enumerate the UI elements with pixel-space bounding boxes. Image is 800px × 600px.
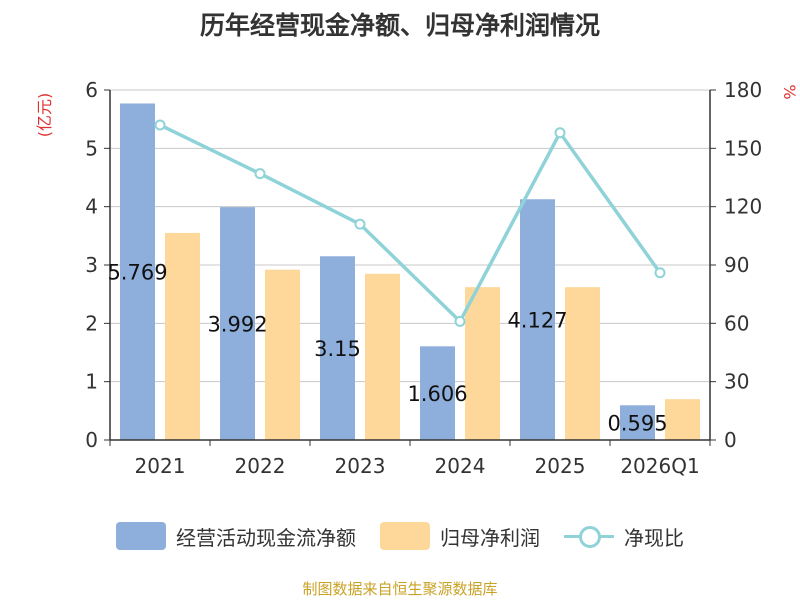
ratio-point xyxy=(354,218,366,230)
x-tick-label: 2025 xyxy=(535,454,586,478)
ratio-point xyxy=(654,267,666,279)
legend-label-net-profit: 归母净利润 xyxy=(440,525,540,550)
data-label-cashflow: 4.127 xyxy=(507,309,567,333)
bar-net-profit xyxy=(365,273,400,440)
y-right-tick-label: 90 xyxy=(724,253,749,277)
legend: 经营活动现金流净额 归母净利润 净现比 xyxy=(0,516,800,556)
y-left-tick-label: 4 xyxy=(85,195,98,219)
y-right-tick-label: 120 xyxy=(724,195,762,219)
data-label-cashflow: 1.606 xyxy=(407,382,467,406)
data-label-cashflow: 5.769 xyxy=(107,261,167,285)
bar-cashflow xyxy=(420,346,455,440)
y-left-unit-label: (亿元) xyxy=(35,93,54,138)
y-left-tick-label: 2 xyxy=(85,311,98,335)
data-labels: 5.769 3.992 3.15 1.606 4.127 0.595 xyxy=(107,261,667,436)
legend-swatch-cashflow xyxy=(116,522,166,550)
data-label-cashflow: 3.15 xyxy=(314,337,361,361)
ratio-point xyxy=(454,315,466,327)
y-left-tick-label: 0 xyxy=(85,428,98,452)
legend-swatch-ratio xyxy=(564,522,614,550)
bar-net-profit xyxy=(165,232,200,440)
ratio-point xyxy=(554,127,566,139)
x-tick-label: 2024 xyxy=(435,454,486,478)
y-right-tick-label: 180 xyxy=(724,78,762,102)
y-left-tick-label: 1 xyxy=(85,370,98,394)
bar-cashflow xyxy=(620,405,655,440)
y-left-tick-label: 6 xyxy=(85,78,98,102)
legend-item-ratio[interactable]: 净现比 xyxy=(564,522,684,551)
bar-net-profit xyxy=(265,269,300,440)
x-tick-label: 2021 xyxy=(135,454,186,478)
y-left-tick-label: 3 xyxy=(85,253,98,277)
bar-cashflow xyxy=(120,103,155,440)
legend-item-cashflow[interactable]: 经营活动现金流净额 xyxy=(116,522,356,551)
ratio-point xyxy=(254,168,266,180)
y-right-unit-label: % xyxy=(780,84,799,99)
bars xyxy=(120,103,700,440)
y-left-tick-label: 5 xyxy=(85,136,98,160)
y-right-tick-label: 150 xyxy=(724,136,762,160)
legend-item-net-profit[interactable]: 归母净利润 xyxy=(380,522,540,551)
legend-label-ratio: 净现比 xyxy=(624,525,684,550)
data-label-cashflow: 3.992 xyxy=(207,313,267,337)
bar-net-profit xyxy=(565,287,600,440)
bar-cashflow xyxy=(520,199,555,440)
source-note: 制图数据来自恒生聚源数据库 xyxy=(302,580,498,598)
y-right-tick-label: 0 xyxy=(724,428,737,452)
x-tick-label: 2022 xyxy=(235,454,286,478)
bar-cashflow xyxy=(220,207,255,440)
x-tick-label: 2023 xyxy=(335,454,386,478)
ratio-polyline xyxy=(159,123,662,325)
legend-label-cashflow: 经营活动现金流净额 xyxy=(176,525,356,550)
bar-net-profit xyxy=(665,399,700,440)
bar-cashflow xyxy=(320,256,355,440)
ratio-point xyxy=(154,119,166,131)
chart-title: 历年经营现金净额、归母净利润情况 xyxy=(199,11,600,40)
y-right-tick-label: 60 xyxy=(724,311,749,335)
y-right-tick-label: 30 xyxy=(724,370,749,394)
data-label-cashflow: 0.595 xyxy=(607,412,667,436)
legend-swatch-net-profit xyxy=(380,522,430,550)
x-tick-label: 2026Q1 xyxy=(620,454,699,478)
bar-net-profit xyxy=(465,287,500,440)
grid-lines xyxy=(110,89,710,383)
ratio-line xyxy=(154,119,666,327)
